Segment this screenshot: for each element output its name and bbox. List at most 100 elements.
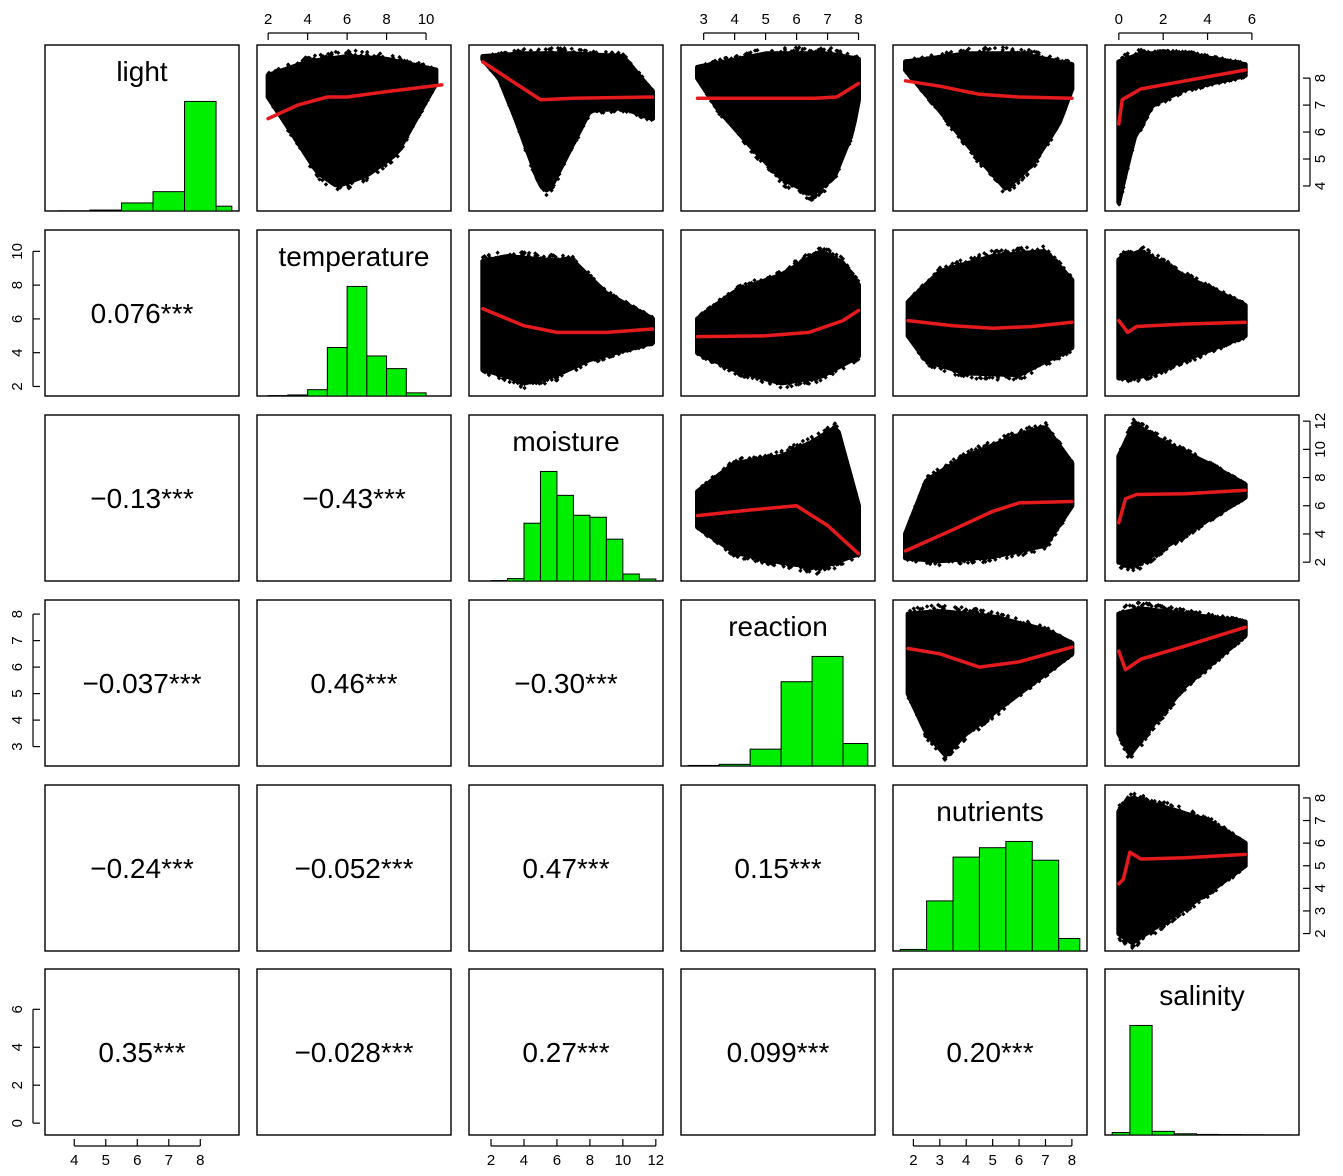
right-axis-tick-label-moisture: 2 (1312, 558, 1329, 566)
histogram-bar-moisture (540, 471, 556, 581)
variable-label-salinity: salinity (1159, 980, 1245, 1011)
correlation-label-salinity-reaction: 0.099*** (727, 1037, 830, 1068)
correlation-label-salinity-light: 0.35*** (98, 1037, 185, 1068)
top-axis-tick-label-salinity: 4 (1203, 11, 1211, 28)
right-axis-tick-label-moisture: 8 (1312, 473, 1329, 481)
top-axis-tick-label-reaction: 7 (823, 11, 831, 28)
top-axis-tick-label-salinity: 2 (1159, 11, 1167, 28)
correlation-label-moisture-temperature: −0.43*** (302, 483, 406, 514)
histogram-bar-salinity (1174, 1134, 1196, 1135)
bottom-axis-tick-label-nutrients: 3 (936, 1152, 944, 1169)
left-axis-tick-label-temperature: 6 (9, 315, 26, 323)
left-axis-tick-label-reaction: 3 (9, 742, 26, 750)
bottom-axis-tick-label-nutrients: 7 (1041, 1152, 1049, 1169)
correlation-label-temperature-light: 0.076*** (91, 298, 194, 329)
top-axis-tick-label-temperature: 10 (418, 11, 435, 28)
scatter-cloud-nutrients-vs-salinity (1119, 799, 1245, 943)
right-axis-tick-label-light: 5 (1312, 155, 1329, 163)
right-axis-tick-label-light: 8 (1312, 74, 1329, 82)
left-axis-tick-label-temperature: 2 (9, 382, 26, 390)
histogram-bar-nutrients (927, 901, 953, 951)
right-axis-tick-label-nutrients: 6 (1312, 839, 1329, 847)
bottom-axis-tick-label-light: 4 (70, 1152, 78, 1169)
histogram-bar-nutrients (900, 949, 926, 951)
left-axis-tick-label-reaction: 8 (9, 610, 26, 618)
bottom-axis-tick-label-nutrients: 5 (988, 1152, 996, 1169)
histogram-bar-temperature (308, 390, 328, 396)
histogram-bar-temperature (288, 395, 308, 396)
histogram-bar-temperature (327, 348, 347, 396)
top-axis-tick-label-salinity: 6 (1248, 11, 1256, 28)
right-axis-tick-label-nutrients: 4 (1312, 884, 1329, 892)
correlation-label-salinity-nutrients: 0.20*** (946, 1037, 1033, 1068)
histogram-bar-nutrients (1032, 860, 1058, 951)
histogram-bar-temperature (387, 369, 407, 396)
scatter-cloud-light-vs-temperature (268, 57, 436, 186)
top-axis-tick-label-reaction: 5 (761, 11, 769, 28)
histogram-bar-salinity (1152, 1131, 1174, 1135)
correlation-label-nutrients-light: −0.24*** (90, 853, 194, 884)
histogram-bar-nutrients (979, 848, 1005, 951)
histogram-bar-light (153, 192, 185, 211)
variable-label-moisture: moisture (512, 426, 619, 457)
histogram-bar-nutrients (953, 857, 979, 951)
histogram-bar-reaction (719, 764, 750, 766)
correlation-label-moisture-light: −0.13*** (90, 483, 194, 514)
scatter-cloud-temperature-vs-nutrients (908, 252, 1072, 375)
correlation-label-reaction-moisture: −0.30*** (514, 668, 618, 699)
histogram-bar-temperature (347, 286, 367, 396)
histogram-bar-reaction (843, 744, 868, 766)
bottom-axis-tick-label-nutrients: 8 (1068, 1152, 1076, 1169)
histogram-bar-nutrients (1006, 841, 1032, 951)
top-axis-tick-label-temperature: 6 (343, 11, 351, 28)
bottom-axis-tick-label-moisture: 6 (553, 1152, 561, 1169)
histogram-bar-moisture (524, 523, 540, 581)
right-axis-tick-label-nutrients: 2 (1312, 929, 1329, 937)
bottom-axis-tick-label-nutrients: 4 (962, 1152, 970, 1169)
top-axis-tick-label-reaction: 4 (730, 11, 738, 28)
variable-label-reaction: reaction (728, 611, 828, 642)
top-axis-tick-label-salinity: 0 (1115, 11, 1123, 28)
right-axis-tick-label-moisture: 6 (1312, 502, 1329, 510)
histogram-bar-reaction (781, 682, 812, 766)
variable-label-nutrients: nutrients (936, 796, 1043, 827)
top-axis-tick-label-reaction: 6 (792, 11, 800, 28)
histogram-bar-moisture (507, 579, 523, 581)
right-axis-tick-label-nutrients: 5 (1312, 862, 1329, 870)
histogram-bar-light (90, 210, 122, 211)
histogram-bar-temperature (367, 356, 387, 396)
bottom-axis-tick-label-light: 8 (196, 1152, 204, 1169)
right-axis-tick-label-light: 6 (1312, 128, 1329, 136)
histogram-bar-light (185, 101, 217, 211)
histogram-bar-salinity (1112, 1133, 1130, 1135)
histogram-bar-moisture (573, 515, 589, 581)
bottom-axis-tick-label-moisture: 8 (586, 1152, 594, 1169)
correlation-label-nutrients-reaction: 0.15*** (734, 853, 821, 884)
right-axis-tick-label-moisture: 10 (1312, 441, 1329, 458)
histogram-bar-moisture (639, 579, 655, 581)
left-axis-tick-label-salinity: 4 (9, 1043, 26, 1051)
right-axis-tick-label-light: 4 (1312, 182, 1329, 190)
bottom-axis-tick-label-moisture: 2 (487, 1152, 495, 1169)
correlation-label-nutrients-moisture: 0.47*** (522, 853, 609, 884)
top-axis-tick-label-temperature: 4 (303, 11, 311, 28)
variable-label-light: light (116, 56, 168, 87)
scatter-cloud-light-vs-reaction (698, 54, 859, 193)
scatter-cloud-moisture-vs-reaction (698, 428, 859, 568)
bottom-axis-tick-label-moisture: 10 (615, 1152, 632, 1169)
histogram-bar-moisture (557, 495, 573, 581)
correlation-label-salinity-moisture: 0.27*** (522, 1037, 609, 1068)
variable-label-temperature: temperature (279, 241, 430, 272)
histogram-bar-moisture (590, 517, 606, 581)
top-axis-tick-label-temperature: 8 (382, 11, 390, 28)
left-axis-tick-label-salinity: 0 (9, 1119, 26, 1127)
histogram-bar-salinity (1130, 1025, 1152, 1135)
bottom-axis-tick-label-nutrients: 2 (909, 1152, 917, 1169)
right-axis-tick-label-nutrients: 7 (1312, 816, 1329, 824)
top-axis-tick-label-temperature: 2 (264, 11, 272, 28)
histogram-bar-reaction (688, 765, 719, 766)
correlation-label-reaction-light: −0.037*** (82, 668, 201, 699)
bottom-axis-tick-label-nutrients: 6 (1015, 1152, 1023, 1169)
